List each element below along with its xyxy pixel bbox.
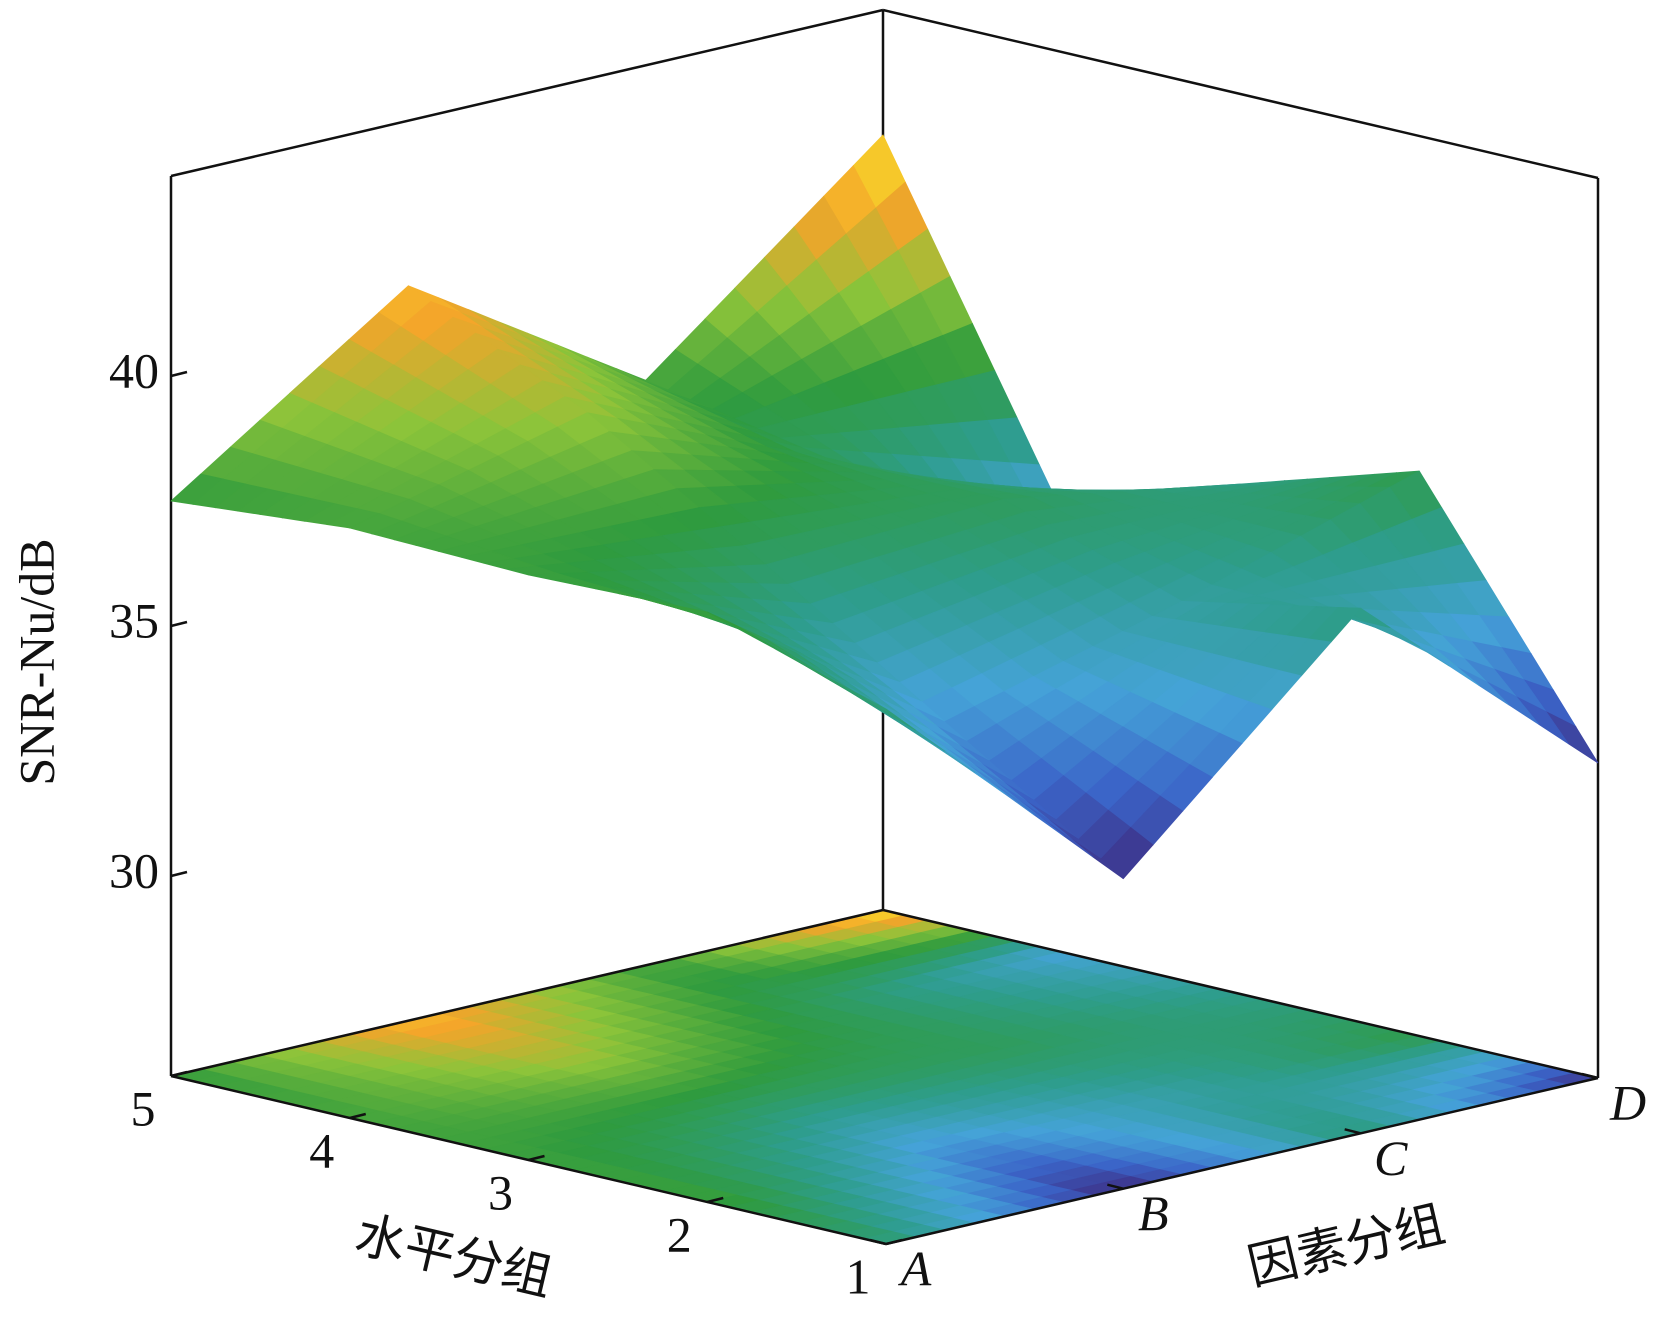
z-tick xyxy=(170,370,188,378)
y-tick-label: C xyxy=(1374,1130,1408,1186)
y-axis-label: 因素分组 xyxy=(1242,1196,1449,1296)
x-tick xyxy=(885,1238,903,1246)
box-edge xyxy=(170,8,884,178)
x-tick xyxy=(349,1112,367,1120)
z-tick xyxy=(170,870,188,878)
y-tick xyxy=(869,1238,887,1246)
y-tick xyxy=(1344,1128,1361,1135)
y-tick xyxy=(1581,1072,1599,1080)
surface-patch xyxy=(1545,711,1599,764)
x-tick xyxy=(528,1154,545,1162)
x-tick-label: 4 xyxy=(309,1122,334,1178)
x-tick xyxy=(706,1196,724,1204)
y-tick xyxy=(1107,1183,1124,1190)
z-tick-label: 30 xyxy=(109,842,159,898)
x-tick-label: 3 xyxy=(488,1164,513,1220)
surface-patch xyxy=(863,696,916,731)
z-tick-label: 40 xyxy=(109,342,159,398)
y-tick-label: D xyxy=(1609,1074,1646,1130)
z-tick-label: 35 xyxy=(109,592,159,648)
x-tick-label: 2 xyxy=(667,1206,692,1262)
box-edge xyxy=(170,908,884,1078)
x-tick xyxy=(170,1070,188,1078)
y-tick-label: B xyxy=(1138,1185,1169,1241)
box-edge xyxy=(882,8,1599,180)
box-edge xyxy=(882,908,1599,1080)
x-tick-label: 1 xyxy=(846,1248,871,1304)
x-axis-label: 水平分组 xyxy=(350,1206,558,1306)
box-edge xyxy=(885,1076,1599,1246)
x-tick-label: 5 xyxy=(131,1080,156,1136)
y-tick-label: A xyxy=(898,1240,932,1296)
z-tick xyxy=(170,620,188,628)
z-axis-label: SNR-Nu/dB xyxy=(8,538,64,785)
